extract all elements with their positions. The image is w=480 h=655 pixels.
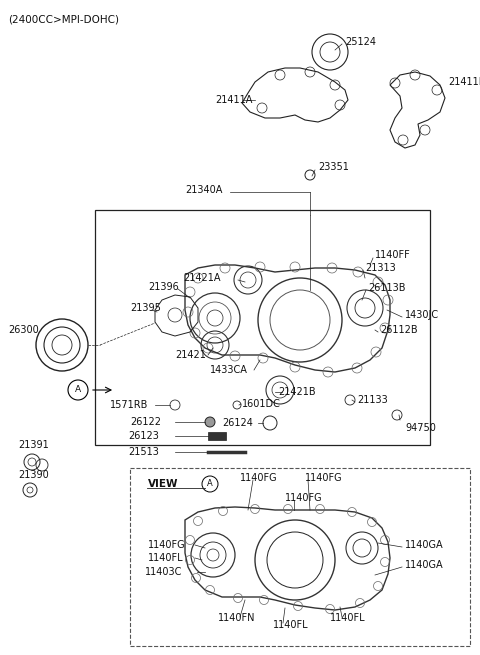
- Text: 26124: 26124: [222, 418, 253, 428]
- Text: 94750: 94750: [405, 423, 436, 433]
- Text: 26123: 26123: [128, 431, 159, 441]
- Text: 21421B: 21421B: [278, 387, 316, 397]
- Text: 11403C: 11403C: [145, 567, 182, 577]
- Text: 21411A: 21411A: [215, 95, 252, 105]
- Text: 21396: 21396: [148, 282, 179, 292]
- Bar: [95, 210, 430, 445]
- Text: VIEW: VIEW: [148, 479, 179, 489]
- Text: 1601DC: 1601DC: [242, 399, 281, 409]
- Text: A: A: [75, 386, 81, 394]
- Text: 1140FF: 1140FF: [375, 250, 411, 260]
- Text: 26300: 26300: [8, 325, 39, 335]
- Text: (2400CC>MPI-DOHC): (2400CC>MPI-DOHC): [8, 15, 119, 25]
- Text: 25124: 25124: [345, 37, 376, 47]
- Text: 21391: 21391: [18, 440, 49, 450]
- Circle shape: [205, 417, 215, 427]
- Text: 1140FG: 1140FG: [285, 493, 323, 503]
- Text: 1140FN: 1140FN: [218, 613, 255, 623]
- Text: 1140FG: 1140FG: [148, 540, 186, 550]
- Bar: [130, 468, 470, 646]
- Text: 21421: 21421: [175, 350, 206, 360]
- Circle shape: [202, 476, 218, 492]
- Text: 1430JC: 1430JC: [405, 310, 439, 320]
- Text: 21313: 21313: [365, 263, 396, 273]
- Text: 1140GA: 1140GA: [405, 560, 444, 570]
- Text: 21513: 21513: [128, 447, 159, 457]
- Text: 1433CA: 1433CA: [210, 365, 248, 375]
- Text: 1140FL: 1140FL: [148, 553, 184, 563]
- Text: 21411B: 21411B: [448, 77, 480, 87]
- Text: 1140FL: 1140FL: [330, 613, 366, 623]
- Text: 21133: 21133: [357, 395, 388, 405]
- Text: 26113B: 26113B: [368, 283, 406, 293]
- Text: 21340A: 21340A: [185, 185, 222, 195]
- Text: 1140FG: 1140FG: [240, 473, 277, 483]
- Text: 21395: 21395: [130, 303, 161, 313]
- Text: 1140FL: 1140FL: [273, 620, 309, 630]
- Text: 1140GA: 1140GA: [405, 540, 444, 550]
- Text: 26122: 26122: [130, 417, 161, 427]
- Text: 21390: 21390: [18, 470, 49, 480]
- Text: 23351: 23351: [318, 162, 349, 172]
- Text: A: A: [207, 479, 213, 489]
- Circle shape: [68, 380, 88, 400]
- Bar: [208, 432, 226, 440]
- Text: 1140FG: 1140FG: [305, 473, 343, 483]
- Text: 26112B: 26112B: [380, 325, 418, 335]
- Text: 21421A: 21421A: [183, 273, 220, 283]
- Text: 1571RB: 1571RB: [110, 400, 148, 410]
